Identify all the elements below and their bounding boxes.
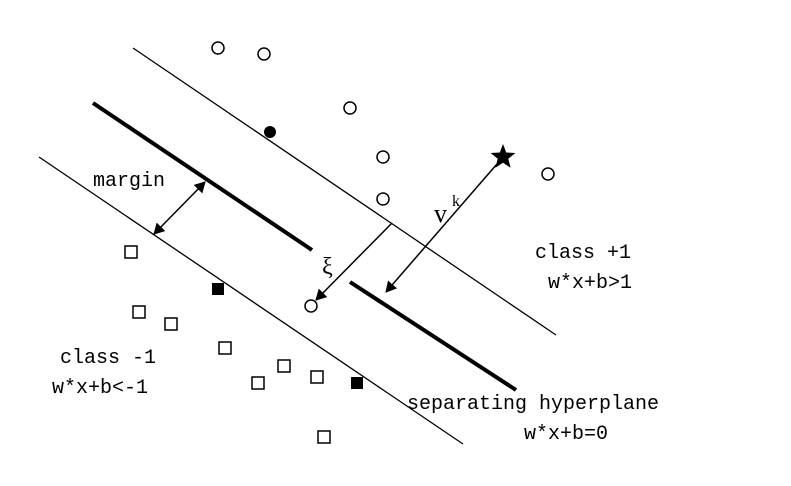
separating-hyperplane-label: separating hyperplane (407, 393, 659, 416)
misclassified-positive-point (304, 299, 318, 313)
positive-point (257, 47, 271, 61)
negative-point (164, 317, 178, 331)
negative-support-vector (212, 283, 224, 295)
margin-label: margin (93, 170, 165, 193)
v-k-arrow (385, 163, 498, 293)
positive-point (376, 150, 390, 164)
upper-margin-line (132, 47, 557, 336)
class-negative-rule: w*x+b<-1 (52, 377, 148, 400)
positive-points (211, 41, 555, 313)
negative-support-vector (351, 377, 363, 389)
class-negative-label: class -1 (60, 347, 156, 370)
negative-point (251, 376, 265, 390)
class-positive-rule: w*x+b>1 (548, 272, 632, 295)
positive-point (343, 101, 357, 115)
separating-hyperplane-rule: w*x+b=0 (524, 423, 608, 446)
k-superscript: k (452, 193, 460, 210)
star-query-point (490, 144, 516, 168)
negative-point (132, 305, 146, 319)
negative-point (124, 245, 138, 259)
v-label: v (434, 199, 447, 228)
negative-point (277, 359, 291, 373)
negative-point (218, 341, 232, 355)
class-positive-label: class +1 (535, 242, 631, 265)
separating-hyperplane-line (91, 101, 314, 252)
positive-point (541, 167, 555, 181)
negative-points (124, 245, 331, 444)
xi-label: ξ (322, 254, 333, 280)
positive-point (211, 41, 225, 55)
negative-point (310, 370, 324, 384)
separating-hyperplane-line-lower-segment (348, 280, 518, 392)
positive-point (376, 192, 390, 206)
margin-arrow (153, 181, 206, 235)
slack-xi-arrow (315, 222, 393, 301)
positive-support-vector (264, 126, 276, 138)
lower-margin-line (38, 156, 464, 445)
negative-point (317, 430, 331, 444)
